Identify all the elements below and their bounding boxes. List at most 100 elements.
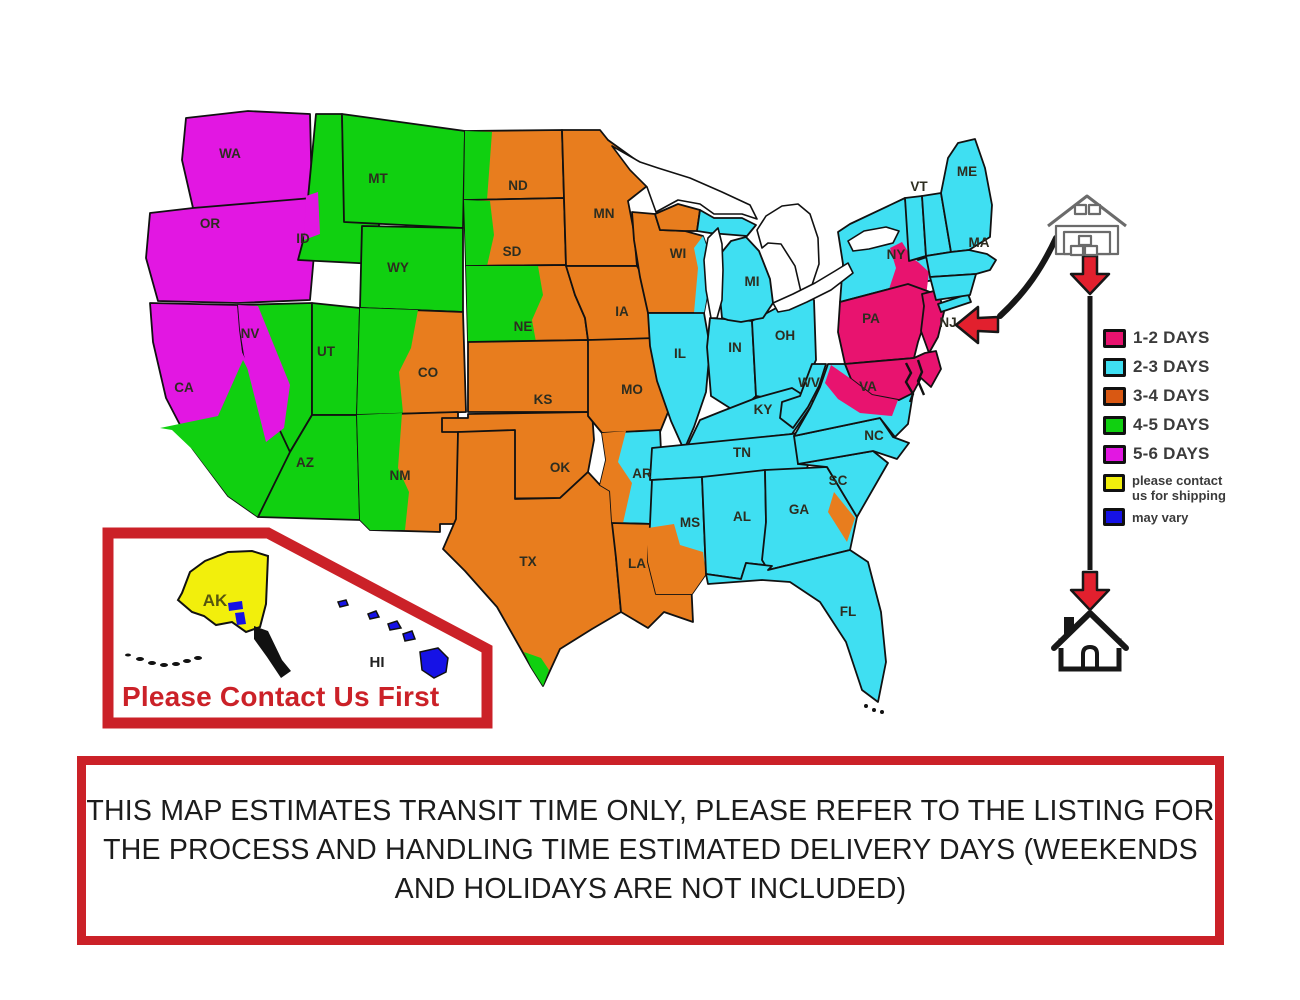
legend-item-3-4-days: 3-4 DAYS: [1103, 386, 1293, 406]
state-PA: [837, 283, 931, 365]
legend-swatch-4-5-days: [1103, 415, 1126, 435]
state-label-VA: VA: [859, 379, 877, 394]
state-label-KY: KY: [754, 402, 773, 417]
house-icon: [1051, 610, 1129, 672]
coast-details: [864, 359, 926, 714]
state-ID-nw: [304, 192, 320, 240]
legend-item-contact: please contact us for shipping: [1103, 473, 1293, 503]
alaska-panhandle: [254, 626, 291, 678]
state-label-AR: AR: [632, 466, 652, 481]
state-AZ: [257, 414, 361, 521]
state-label-PA: PA: [862, 311, 880, 326]
state-label-ID: ID: [296, 231, 310, 246]
state-label-UT: UT: [317, 344, 336, 359]
state-label-LA: LA: [628, 556, 646, 571]
state-label-NY: NY: [887, 247, 906, 262]
state-label-VT: VT: [910, 179, 928, 194]
state-VA-north: [825, 365, 898, 416]
state-WY: [359, 225, 464, 313]
state-AL: [701, 469, 773, 580]
state-NE-west: [466, 266, 543, 342]
legend-item-may-vary: may vary: [1103, 507, 1293, 526]
state-label-WV: WV: [798, 375, 820, 390]
state-label-MO: MO: [621, 382, 643, 397]
state-NM-west: [357, 413, 409, 530]
michigan-up-east: [696, 209, 757, 237]
arrow-left-to-nj: [954, 305, 1000, 345]
state-MS-south: [648, 524, 706, 594]
state-label-MN: MN: [594, 206, 615, 221]
state-label-ND: ND: [508, 178, 528, 193]
legend-swatch-2-3-days: [1103, 357, 1126, 377]
state-label-MS: MS: [680, 515, 700, 530]
disclaimer-line-3: AND HOLIDAYS ARE NOT INCLUDED): [394, 873, 907, 905]
state-label-ME: ME: [957, 164, 977, 179]
state-label-OH: OH: [775, 328, 795, 343]
state-label-SC: SC: [829, 473, 848, 488]
legend-contact-line2: us for shipping: [1132, 488, 1226, 503]
state-label-NE: NE: [514, 319, 533, 334]
florida-keys: [864, 704, 884, 714]
state-label-IN: IN: [728, 340, 742, 355]
state-label-MT: MT: [368, 171, 388, 186]
delaware-bay: [916, 359, 926, 396]
alaska-shape: AK: [125, 549, 291, 678]
chesapeake-bay: [904, 362, 915, 403]
disclaimer-line-1: THIS MAP ESTIMATES TRANSIT TIME ONLY, PL…: [86, 795, 1215, 827]
legend-swatch-1-2-days: [1103, 328, 1126, 348]
lake-superior: [611, 145, 758, 220]
state-AR-west: [600, 431, 632, 523]
state-label-OR: OR: [200, 216, 221, 231]
state-label-TN: TN: [733, 445, 751, 460]
legend-item-1-2-days: 1-2 DAYS: [1103, 328, 1293, 348]
legend-swatch-may-vary-blue: [1103, 508, 1125, 526]
state-label-OK: OK: [550, 460, 571, 475]
state-label-GA: GA: [789, 502, 810, 517]
legend-label: 2-3 DAYS: [1133, 357, 1210, 376]
state-SD-west: [464, 200, 494, 266]
route-curve-to-nj: [997, 235, 1059, 319]
state-MA: [925, 249, 997, 278]
state-WV: [779, 363, 827, 429]
state-label-MI: MI: [745, 274, 760, 289]
state-label-WI: WI: [670, 246, 687, 261]
state-labels: WA OR CA NV ID MT WY UT AZ CO NM ND SD NE KS OK TX MN IA MO…: [174, 146, 989, 619]
legend-contact-line1: please contact: [1132, 473, 1223, 488]
legend-may-vary-label: may vary: [1132, 510, 1189, 525]
state-ND-west: [464, 131, 492, 200]
inset-caption: Please Contact Us First: [122, 681, 440, 712]
legend-label: 3-4 DAYS: [1133, 386, 1210, 405]
state-label-KS: KS: [534, 392, 553, 407]
lake-ontario: [847, 226, 900, 252]
state-WA: [181, 110, 313, 209]
state-NV-west: [238, 305, 290, 442]
disclaimer-line-2: THE PROCESS AND HANDLING TIME ESTIMATED …: [103, 834, 1198, 866]
great-lakes: [611, 145, 900, 319]
state-label-AL: AL: [733, 509, 751, 524]
legend-label: 5-6 DAYS: [1133, 444, 1210, 463]
arrow-down-bottom: [1069, 570, 1111, 612]
state-GA-patch: [828, 492, 855, 542]
state-KS: [467, 339, 593, 413]
state-TX: [442, 429, 622, 687]
state-label-MA: MA: [969, 235, 990, 250]
state-FL: [705, 549, 887, 703]
state-label-CO: CO: [418, 365, 438, 380]
hawaii-shape: HI: [336, 599, 449, 679]
state-CO-west: [357, 308, 418, 415]
lake-erie: [772, 262, 854, 313]
state-TX-tip: [524, 652, 549, 686]
alaska-label: AK: [203, 591, 228, 610]
state-label-NV: NV: [241, 326, 260, 341]
legend-label: 1-2 DAYS: [1133, 328, 1210, 347]
state-label-IL: IL: [674, 346, 686, 361]
state-label-NC: NC: [864, 428, 884, 443]
aleutian-islands: [125, 653, 202, 667]
state-label-WA: WA: [219, 146, 241, 161]
state-IN: [706, 317, 757, 411]
state-label-FL: FL: [840, 604, 857, 619]
state-IL: [647, 312, 711, 451]
legend-item-4-5-days: 4-5 DAYS: [1103, 415, 1293, 435]
